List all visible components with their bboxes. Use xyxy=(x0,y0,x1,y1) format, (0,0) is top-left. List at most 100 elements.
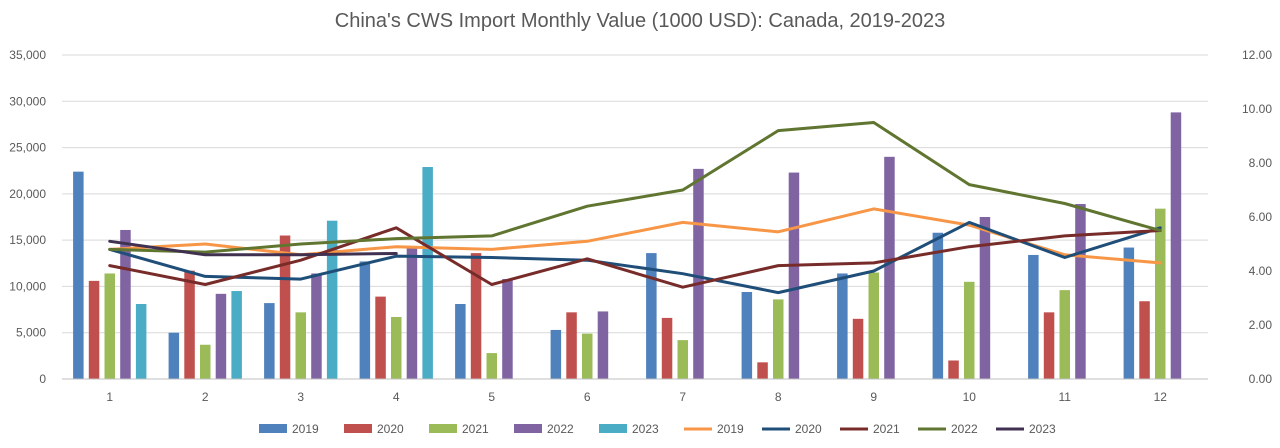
line-series-2022 xyxy=(108,121,1162,254)
bar xyxy=(566,312,577,379)
legend-label: 2021 xyxy=(462,422,489,436)
bar xyxy=(868,272,879,379)
bar xyxy=(168,332,180,379)
bar xyxy=(391,316,402,379)
y-left-tick-label: 0 xyxy=(39,372,46,386)
x-tick-label: 6 xyxy=(584,390,591,404)
gridlines xyxy=(62,54,1208,334)
y-right-tick-label: 12.00 xyxy=(1242,48,1272,62)
line-series-2020 xyxy=(108,220,1162,295)
line-series-2019 xyxy=(108,207,1162,265)
y-right-tick-label: 8.00 xyxy=(1249,156,1273,170)
bar xyxy=(884,156,895,379)
y-left-tick-label: 20,000 xyxy=(9,187,46,201)
bar-series-2019 xyxy=(73,171,1135,379)
bar xyxy=(486,353,497,379)
y-right-tick-label: 0.00 xyxy=(1249,372,1273,386)
bar xyxy=(502,279,513,379)
bar xyxy=(215,293,227,379)
legend-label: 2022 xyxy=(547,422,574,436)
bar xyxy=(597,311,609,379)
x-tick-label: 5 xyxy=(488,390,495,404)
legend-swatch-bar xyxy=(429,424,457,433)
bar xyxy=(932,232,944,379)
legend-label: 2020 xyxy=(795,422,822,436)
bar xyxy=(582,333,593,379)
y-right-tick-label: 6.00 xyxy=(1249,210,1273,224)
bar xyxy=(773,299,784,379)
bar-series-group xyxy=(73,112,1182,379)
bar xyxy=(979,217,991,379)
bar xyxy=(677,340,688,379)
x-tick-label: 8 xyxy=(775,390,782,404)
chart-title: China's CWS Import Monthly Value (1000 U… xyxy=(335,10,945,32)
y-right-tick-label: 4.00 xyxy=(1249,264,1273,278)
bar xyxy=(120,229,131,379)
x-tick-label: 12 xyxy=(1154,390,1168,404)
bar xyxy=(279,235,291,379)
bar xyxy=(1170,112,1182,379)
line-series-2021 xyxy=(108,226,1162,289)
bar xyxy=(455,304,466,379)
legend-label: 2021 xyxy=(873,422,900,436)
y-left-tick-label: 10,000 xyxy=(9,279,46,293)
line-series-2023 xyxy=(108,239,398,257)
legend-label: 2019 xyxy=(717,422,744,436)
y-left-tick-label: 30,000 xyxy=(9,94,46,108)
y-right-tick-label: 10.00 xyxy=(1242,102,1272,116)
legend-swatch-bar xyxy=(599,424,627,433)
bar xyxy=(1123,247,1135,379)
x-tick-label: 3 xyxy=(297,390,304,404)
bar xyxy=(1028,254,1039,379)
bar xyxy=(406,248,418,379)
bar xyxy=(550,329,562,379)
bar xyxy=(646,253,657,379)
x-tick-label: 4 xyxy=(393,390,400,404)
bar xyxy=(837,273,848,379)
bar xyxy=(184,270,195,379)
bar xyxy=(264,303,275,379)
x-tick-label: 9 xyxy=(870,390,877,404)
bar xyxy=(948,360,959,379)
axes: 0 5,000 10,000 15,000 20,000 25,000 30,000 35,0… xyxy=(9,48,1272,404)
bar xyxy=(693,168,704,379)
legend-label: 2023 xyxy=(1029,422,1056,436)
bar xyxy=(1139,301,1150,379)
bar xyxy=(757,362,768,379)
bar-series-2020 xyxy=(88,235,1150,379)
x-tick-label: 2 xyxy=(202,390,209,404)
bar xyxy=(788,172,800,379)
bar xyxy=(1043,312,1055,379)
bar xyxy=(1075,204,1086,379)
bar xyxy=(964,281,975,379)
bar xyxy=(1155,208,1166,379)
legend-swatch-bar xyxy=(259,424,287,433)
bar-series-2023 xyxy=(135,167,433,379)
bar xyxy=(73,171,84,379)
legend: 2019 2020 2021 2022 2023 2019 2020 2021 2022 2023 xyxy=(259,422,1056,436)
bar xyxy=(295,312,306,379)
bar xyxy=(104,273,115,379)
legend-label: 2020 xyxy=(377,422,404,436)
line-series-group xyxy=(108,121,1162,295)
bar xyxy=(200,344,211,379)
x-tick-label: 1 xyxy=(106,390,113,404)
y-left-tick-label: 15,000 xyxy=(9,233,46,247)
bar xyxy=(741,291,753,379)
bar xyxy=(88,280,100,379)
legend-swatch-bar xyxy=(514,424,542,433)
bar xyxy=(1059,290,1070,379)
bar xyxy=(852,318,864,379)
legend-swatch-bar xyxy=(344,424,372,433)
bar xyxy=(311,273,322,379)
x-tick-label: 7 xyxy=(679,390,686,404)
bar-series-2022 xyxy=(120,112,1182,379)
bar xyxy=(422,167,433,379)
legend-label: 2023 xyxy=(632,422,659,436)
bar xyxy=(661,317,673,379)
bar xyxy=(375,296,386,379)
y-left-tick-label: 35,000 xyxy=(9,48,46,62)
bar xyxy=(326,220,338,379)
bar xyxy=(231,291,242,379)
